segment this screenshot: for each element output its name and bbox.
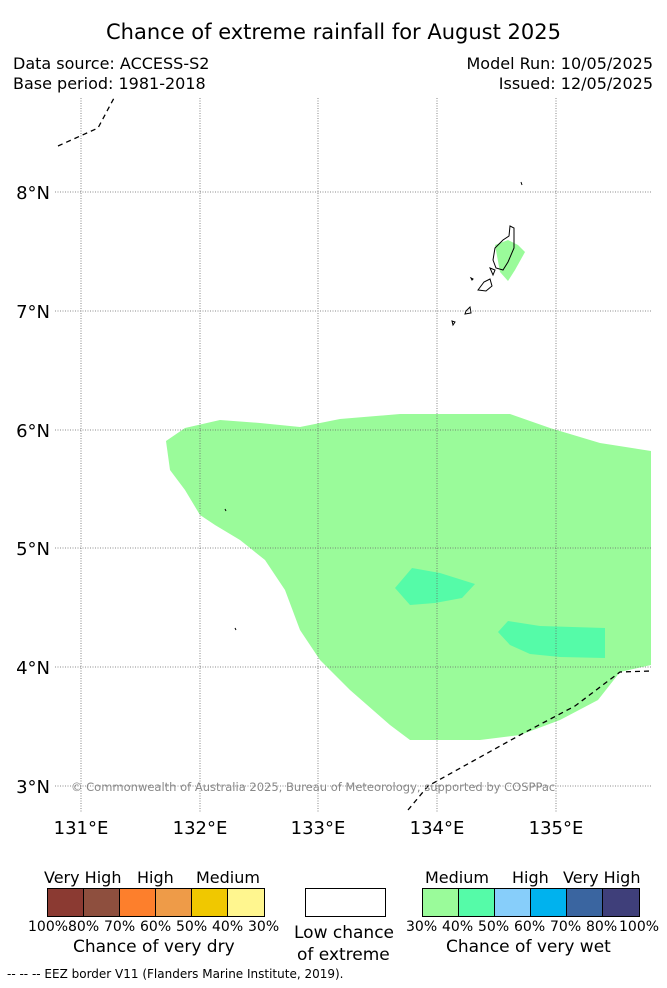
rainfall-map: 8°N 7°N 6°N 5°N 4°N 3°N 131°E 132°E 133°…: [16, 97, 652, 839]
wet-tick: 100%: [619, 919, 660, 935]
dry-colorbar: [47, 888, 265, 917]
dry-tick: 40%: [212, 919, 244, 935]
map-title: Chance of extreme rainfall for August 20…: [106, 20, 561, 44]
dry-category-high: High: [137, 868, 174, 887]
lat-label: 7°N: [16, 302, 50, 323]
wet-color-cell: [603, 889, 639, 916]
dry-category-very-high: Very High: [44, 868, 122, 887]
wet-tick: 60%: [514, 919, 546, 935]
lat-label: 5°N: [16, 539, 50, 560]
lat-label: 4°N: [16, 658, 50, 679]
dry-color-cell: [48, 889, 84, 916]
copyright-note: © Commonwealth of Australia 2025, Bureau…: [71, 780, 555, 794]
dry-tick: 80%: [68, 919, 100, 935]
island-outline: [492, 225, 515, 271]
wet-tick: 30%: [406, 919, 438, 935]
dry-color-cell: [228, 889, 264, 916]
low-chance-caption: Low chance: [294, 923, 394, 943]
dry-tick: 60%: [140, 919, 172, 935]
dry-color-cell: [84, 889, 120, 916]
wet-color-cell: [495, 889, 531, 916]
lat-label: 3°N: [16, 777, 50, 798]
lat-label: 6°N: [16, 421, 50, 442]
wet-medium-high-patch: [395, 568, 475, 605]
wet-tick: 80%: [586, 919, 618, 935]
lon-label: 133°E: [291, 818, 346, 839]
wet-tick: 40%: [442, 919, 474, 935]
lon-label: 131°E: [54, 818, 109, 839]
dry-tick: 100%: [28, 919, 69, 935]
dry-color-cell: [192, 889, 228, 916]
wet-tick: 50%: [478, 919, 510, 935]
dry-category-medium: Medium: [196, 868, 260, 887]
data-source-label: Data source: ACCESS-S2: [13, 54, 210, 73]
dry-color-cell: [120, 889, 156, 916]
wet-color-cell: [459, 889, 495, 916]
low-chance-caption: of extreme: [297, 945, 390, 965]
wet-medium-high-patch: [498, 621, 605, 658]
wet-caption: Chance of very wet: [446, 937, 611, 957]
island-outline: [224, 508, 237, 631]
base-period-label: Base period: 1981-2018: [13, 74, 206, 93]
lon-label: 134°E: [410, 818, 465, 839]
dry-tick: 50%: [176, 919, 208, 935]
wet-category-high: High: [512, 868, 549, 887]
lon-label: 132°E: [173, 818, 228, 839]
wet-color-cell: [567, 889, 603, 916]
eez-border: [57, 97, 115, 147]
island-outline: [477, 278, 493, 292]
wet-category-medium: Medium: [425, 868, 489, 887]
wet-color-cell: [423, 889, 459, 916]
dry-tick: 70%: [104, 919, 136, 935]
issued-label: Issued: 12/05/2025: [498, 74, 653, 93]
island-outline: [451, 181, 523, 327]
lon-label: 135°E: [529, 818, 584, 839]
eez-footnote: -- -- -- EEZ border V11 (Flanders Marine…: [7, 967, 344, 981]
gridlines: [55, 98, 651, 812]
dry-caption: Chance of very dry: [73, 937, 235, 957]
wet-colorbar: [422, 888, 640, 917]
wet-medium-region: [495, 240, 525, 281]
wet-tick: 70%: [550, 919, 582, 935]
dry-color-cell: [156, 889, 192, 916]
wet-color-cell: [531, 889, 567, 916]
model-run-label: Model Run: 10/05/2025: [466, 54, 654, 73]
lat-label: 8°N: [16, 183, 50, 204]
low-chance-swatch: [305, 888, 386, 917]
wet-category-very-high: Very High: [563, 868, 641, 887]
dry-tick: 30%: [248, 919, 280, 935]
